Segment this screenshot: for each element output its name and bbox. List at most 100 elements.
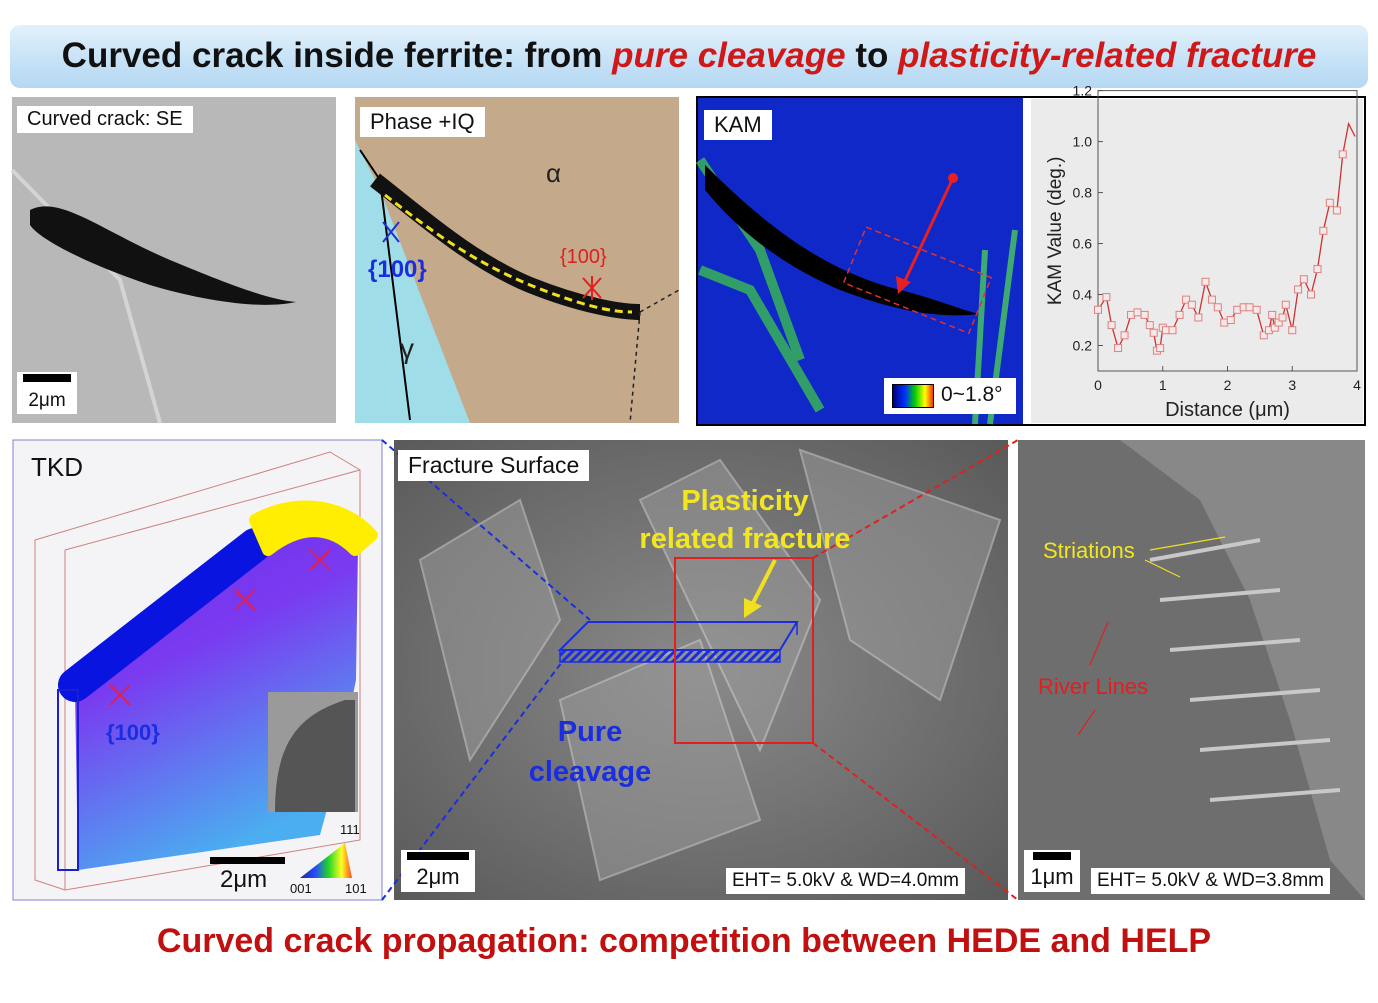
plane-100-blue: {100} — [368, 256, 427, 283]
data-point — [1313, 265, 1322, 274]
plasticity-line1: Plasticity — [681, 485, 809, 517]
zoomed-conditions: EHT= 5.0kV & WD=3.8mm — [1091, 868, 1331, 894]
data-point — [1294, 285, 1303, 294]
x-axis-label: Distance (μm) — [1165, 399, 1290, 421]
fracture-scale-text: 2μm — [416, 864, 460, 889]
kam-colorbar-range: 0~1.8° — [941, 383, 1003, 406]
title-mid: to — [845, 36, 899, 75]
plane-100-red: {100} — [560, 246, 607, 268]
data-point — [1338, 150, 1347, 159]
tkd-plane-label: {100} — [106, 720, 160, 745]
alpha-label: α — [546, 158, 562, 188]
zoomed-fracture-image — [1018, 440, 1365, 900]
x-tick-label: 0 — [1094, 377, 1102, 393]
data-point — [1259, 331, 1268, 340]
data-point — [1213, 303, 1222, 312]
y-tick-label: 0.4 — [1073, 287, 1093, 303]
bottom-conclusion: Curved crack propagation: competition be… — [156, 922, 1212, 960]
gamma-label: γ — [400, 333, 414, 364]
figure-title: Curved crack inside ferrite: from pure c… — [10, 36, 1368, 76]
ipf-triangle — [300, 843, 352, 878]
zoomed-scale: 1μm — [1024, 850, 1080, 892]
y-tick-label: 1.2 — [1073, 83, 1093, 99]
x-tick-label: 2 — [1224, 377, 1232, 393]
data-point — [1332, 206, 1341, 215]
data-point — [1281, 300, 1290, 309]
data-point — [1201, 277, 1210, 286]
y-tick-label: 1.0 — [1073, 134, 1093, 150]
ipf-101: 101 — [345, 881, 367, 896]
data-point — [1245, 303, 1254, 312]
data-point — [1168, 326, 1177, 335]
x-tick-label: 4 — [1353, 377, 1361, 393]
y-tick-label: 0.8 — [1073, 185, 1093, 201]
data-point — [1149, 328, 1158, 337]
kam-image — [695, 96, 1366, 426]
data-point — [1194, 313, 1203, 322]
data-point — [1233, 305, 1242, 314]
se-image — [10, 97, 336, 424]
x-tick-label: 1 — [1159, 377, 1167, 393]
fracture-scale-bar — [407, 852, 469, 860]
fracture-label: Fracture Surface — [398, 450, 590, 481]
ipf-001: 001 — [290, 881, 312, 896]
tkd-scale-bar — [210, 857, 285, 864]
data-point — [1226, 316, 1235, 325]
title-pure-cleavage: pure cleavage — [612, 36, 846, 75]
y-tick-label: 0.6 — [1073, 236, 1093, 252]
title-prefix: Curved crack inside ferrite: from — [61, 36, 613, 75]
series-line — [1097, 121, 1356, 352]
data-point — [1133, 308, 1142, 317]
title-banner — [10, 25, 1368, 88]
fracture-image — [381, 439, 1019, 901]
plot-frame — [1097, 90, 1358, 372]
data-point — [1161, 326, 1170, 335]
data-point — [1156, 344, 1165, 353]
river-lines-label: River Lines — [1038, 674, 1149, 699]
kam-profile-chart: 0 1 2 3 4 0.2 0.4 0.6 0.8 1.0 1.2 Distance (μm) KAM … — [1045, 83, 1361, 421]
data-point — [1268, 310, 1277, 319]
fracture-conditions: EHT= 5.0kV & WD=4.0mm — [726, 868, 966, 894]
kam-colorbar — [892, 384, 934, 408]
data-point — [1094, 305, 1102, 314]
ipf-111: 111 — [340, 822, 360, 837]
data-point — [1114, 344, 1123, 353]
data-point — [1299, 275, 1308, 284]
se-label: Curved crack: SE — [17, 106, 193, 133]
title-plasticity: plasticity-related fracture — [898, 36, 1317, 75]
cleavage-line2: cleavage — [528, 756, 652, 788]
zoomed-scale-text: 1μm — [1030, 864, 1074, 889]
y-axis-label: KAM Value (deg.) — [1045, 157, 1066, 306]
data-point — [1182, 295, 1191, 304]
phase-image — [355, 97, 680, 424]
fracture-scale: 2μm — [401, 850, 475, 892]
data-point — [1319, 226, 1328, 235]
tkd-label: TKD — [31, 452, 83, 482]
se-scale-text: 2μm — [28, 390, 66, 411]
plasticity-annotation: Plasticity related fracture — [600, 482, 890, 558]
x-tick-label: 3 — [1288, 377, 1296, 393]
data-point — [1307, 290, 1316, 299]
zoomed-scale-bar — [1033, 852, 1071, 860]
tkd-scale-text: 2μm — [220, 866, 268, 893]
data-point — [1145, 321, 1154, 330]
y-tick-label: 0.2 — [1073, 338, 1093, 354]
striations-label: Striations — [1043, 538, 1135, 563]
data-point — [1252, 305, 1261, 314]
se-scale-bar — [23, 374, 71, 382]
kam-label: KAM — [704, 110, 772, 140]
kam-colorbar-box: 0~1.8° — [884, 378, 1016, 414]
cleavage-line1: Pure — [557, 716, 623, 748]
data-point — [1140, 310, 1149, 319]
data-point — [1187, 300, 1196, 309]
data-point — [1102, 293, 1111, 302]
data-point — [1207, 295, 1216, 304]
data-point — [1325, 198, 1334, 207]
data-point — [1120, 331, 1129, 340]
data-point — [1288, 326, 1297, 335]
se-scale: 2μm — [17, 372, 77, 414]
data-point — [1175, 310, 1184, 319]
data-point — [1127, 310, 1136, 319]
tkd-image — [12, 439, 383, 901]
